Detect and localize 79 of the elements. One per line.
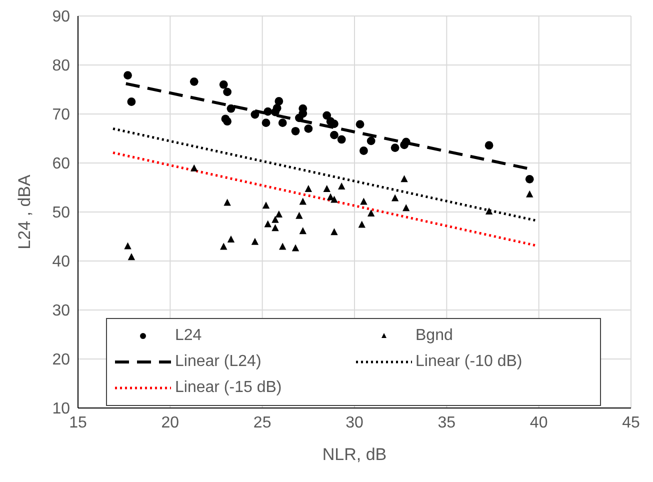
y-tick-label: 90 (52, 8, 70, 26)
point (223, 88, 232, 96)
point (391, 194, 399, 202)
point (322, 111, 332, 120)
point (337, 135, 346, 144)
point (190, 164, 198, 172)
x-tick-label: 40 (530, 414, 548, 432)
point (400, 175, 408, 182)
point (402, 204, 410, 212)
point (264, 220, 272, 228)
legend-label: Linear (-10 dB) (416, 353, 522, 371)
point (358, 220, 366, 228)
point (124, 242, 132, 250)
point (128, 253, 136, 260)
x-tick-label: 25 (253, 414, 272, 432)
point (275, 210, 283, 218)
point (330, 120, 338, 128)
point (264, 107, 272, 116)
point (219, 80, 228, 89)
point (227, 235, 235, 242)
x-tick-label: 30 (346, 414, 364, 432)
y-tick-label: 20 (52, 352, 70, 369)
x-tick-label: 35 (438, 414, 456, 432)
point (272, 216, 279, 223)
point (356, 120, 364, 128)
point (250, 110, 260, 119)
point (360, 146, 368, 155)
x-tick-label: 45 (622, 414, 640, 432)
point (304, 184, 312, 192)
y-tick-label: 10 (52, 400, 70, 418)
legend-label: Linear (L24) (175, 353, 262, 371)
point (224, 198, 231, 206)
point (330, 196, 338, 203)
point (330, 228, 338, 236)
point (223, 117, 232, 126)
point (366, 136, 376, 146)
point (296, 212, 303, 219)
legend-label: Linear (-15 dB) (175, 379, 282, 397)
y-tick-label: 30 (52, 302, 70, 320)
point (124, 71, 132, 80)
point (390, 144, 400, 152)
point (220, 242, 228, 250)
point (484, 141, 494, 150)
point (279, 242, 286, 250)
x-tick-label: 20 (161, 414, 180, 432)
point (485, 208, 493, 215)
point (323, 184, 330, 192)
point (272, 104, 282, 112)
y-tick-label: 50 (52, 204, 70, 222)
point (526, 190, 534, 198)
y-axis-title: L24 , dBA (15, 174, 34, 250)
y-tick-label: 40 (52, 254, 70, 271)
y-tick-label: 80 (52, 58, 70, 75)
point (360, 198, 368, 205)
legend-label: Bgnd (416, 327, 453, 345)
point (262, 202, 270, 209)
point (299, 227, 306, 234)
point (304, 124, 313, 133)
y-tick-label: 60 (52, 156, 70, 173)
point (292, 244, 300, 252)
point (251, 238, 259, 245)
point (291, 126, 300, 136)
point (278, 118, 287, 128)
legend-label: L24 (175, 327, 202, 345)
point (226, 104, 236, 113)
point (299, 198, 306, 205)
point (330, 130, 338, 140)
point (274, 97, 284, 106)
point (272, 224, 279, 232)
point (338, 182, 346, 190)
point (190, 77, 198, 86)
y-tick-label: 70 (52, 106, 70, 124)
point (367, 209, 375, 216)
x-tick-label: 15 (69, 414, 87, 432)
point (525, 174, 534, 184)
point (127, 98, 136, 106)
point (402, 138, 410, 146)
point (262, 118, 270, 128)
x-axis-title: NLR, dB (322, 445, 387, 464)
